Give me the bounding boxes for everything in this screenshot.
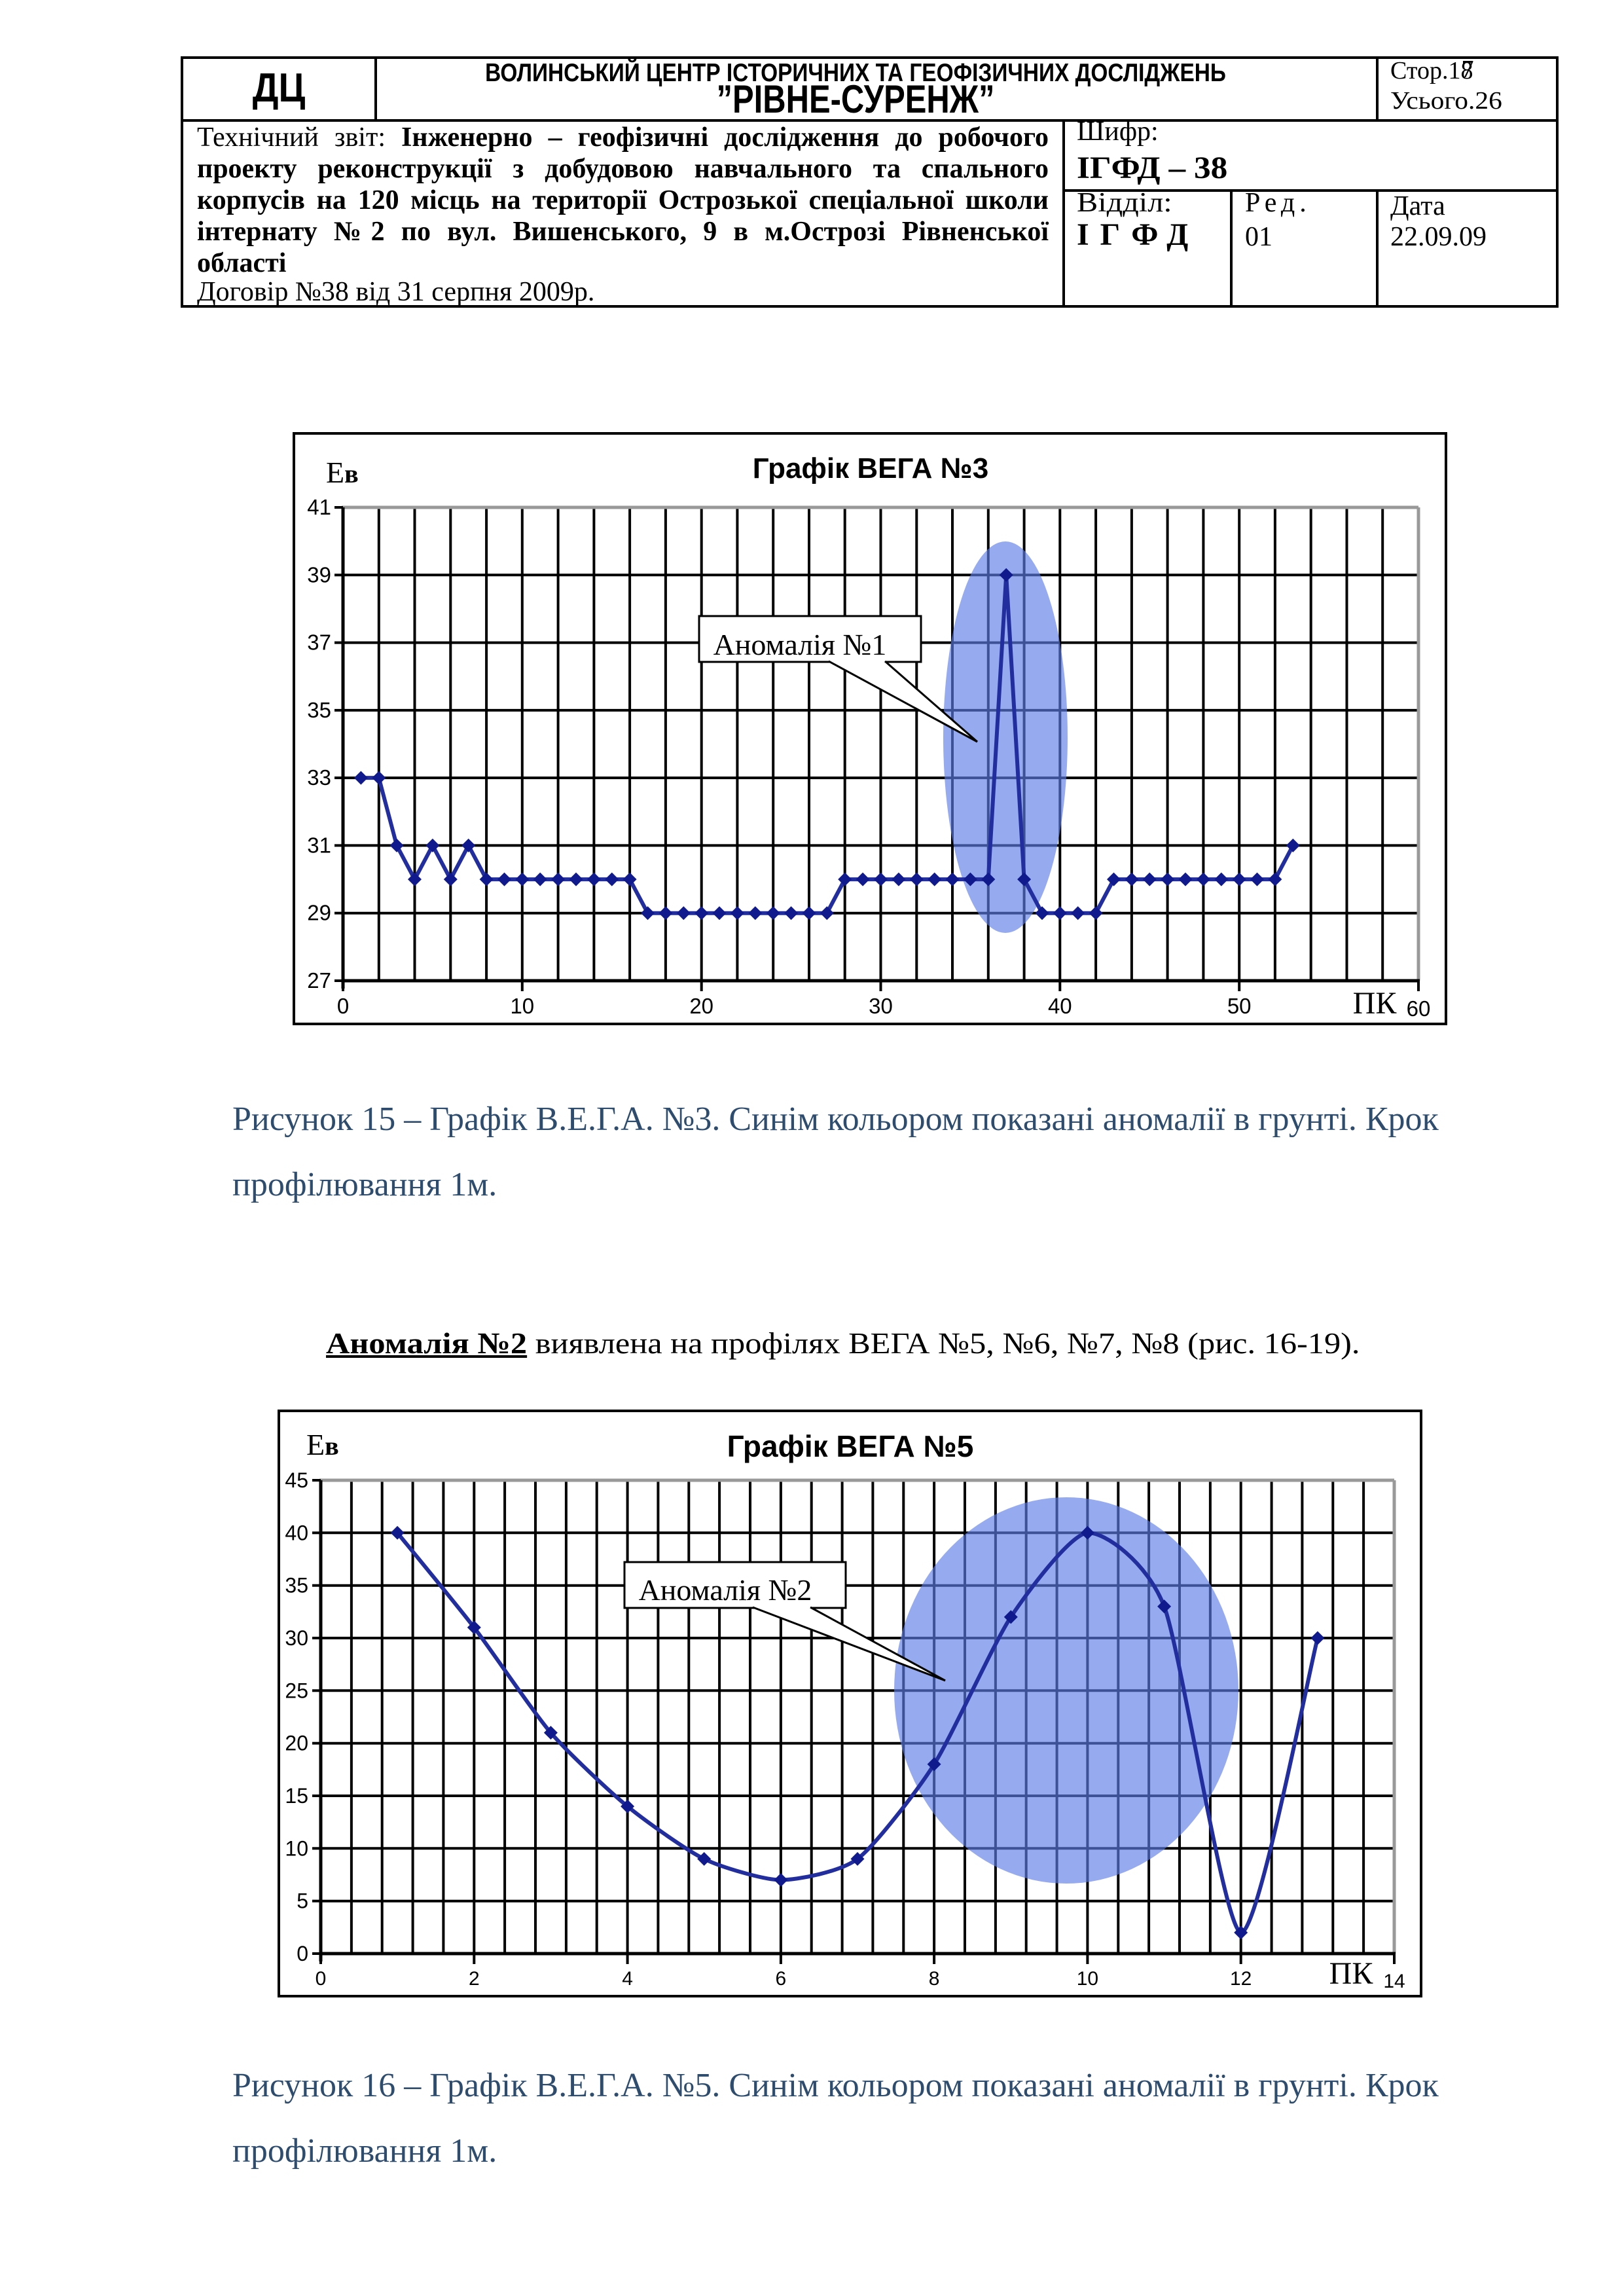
svg-text:10: 10 xyxy=(1077,1968,1098,1990)
svg-text:20: 20 xyxy=(285,1732,308,1755)
svg-text:Ев: Ев xyxy=(306,1428,339,1461)
svg-text:12: 12 xyxy=(1230,1968,1252,1990)
svg-text:0: 0 xyxy=(337,994,349,1018)
svg-text:30: 30 xyxy=(869,994,893,1018)
svg-text:35: 35 xyxy=(285,1574,308,1597)
svg-text:45: 45 xyxy=(285,1468,308,1492)
svg-text:31: 31 xyxy=(307,833,331,857)
svg-text:40: 40 xyxy=(1048,994,1072,1018)
svg-text:Аномалія №1: Аномалія №1 xyxy=(713,628,887,661)
svg-text:8: 8 xyxy=(929,1968,940,1990)
svg-text:39: 39 xyxy=(307,562,331,587)
svg-text:Графік ВЕГА №5: Графік ВЕГА №5 xyxy=(727,1429,974,1463)
svg-text:60: 60 xyxy=(1407,996,1431,1021)
svg-text:Графік ВЕГА №3: Графік ВЕГА №3 xyxy=(753,452,988,484)
svg-text:14: 14 xyxy=(1383,1971,1405,1992)
svg-text:5: 5 xyxy=(297,1889,308,1913)
svg-text:41: 41 xyxy=(307,495,331,519)
svg-text:35: 35 xyxy=(307,698,331,722)
svg-text:6: 6 xyxy=(776,1968,787,1990)
svg-text:29: 29 xyxy=(307,901,331,925)
svg-text:0: 0 xyxy=(297,1942,308,1965)
svg-text:50: 50 xyxy=(1227,994,1252,1018)
svg-text:15: 15 xyxy=(285,1784,308,1808)
svg-text:40: 40 xyxy=(285,1521,308,1544)
svg-text:2: 2 xyxy=(469,1968,480,1990)
svg-text:4: 4 xyxy=(622,1968,633,1990)
svg-text:Аномалія №2: Аномалія №2 xyxy=(639,1573,812,1607)
svg-text:27: 27 xyxy=(307,968,331,993)
svg-text:10: 10 xyxy=(510,994,534,1018)
svg-text:ПК: ПК xyxy=(1353,986,1398,1021)
svg-text:ПК: ПК xyxy=(1329,1956,1374,1991)
svg-text:30: 30 xyxy=(285,1626,308,1650)
svg-text:0: 0 xyxy=(316,1968,327,1990)
svg-text:25: 25 xyxy=(285,1679,308,1702)
svg-text:33: 33 xyxy=(307,765,331,790)
svg-text:37: 37 xyxy=(307,630,331,655)
svg-text:20: 20 xyxy=(689,994,713,1018)
svg-text:10: 10 xyxy=(285,1836,308,1860)
svg-text:Ев: Ев xyxy=(326,456,359,489)
